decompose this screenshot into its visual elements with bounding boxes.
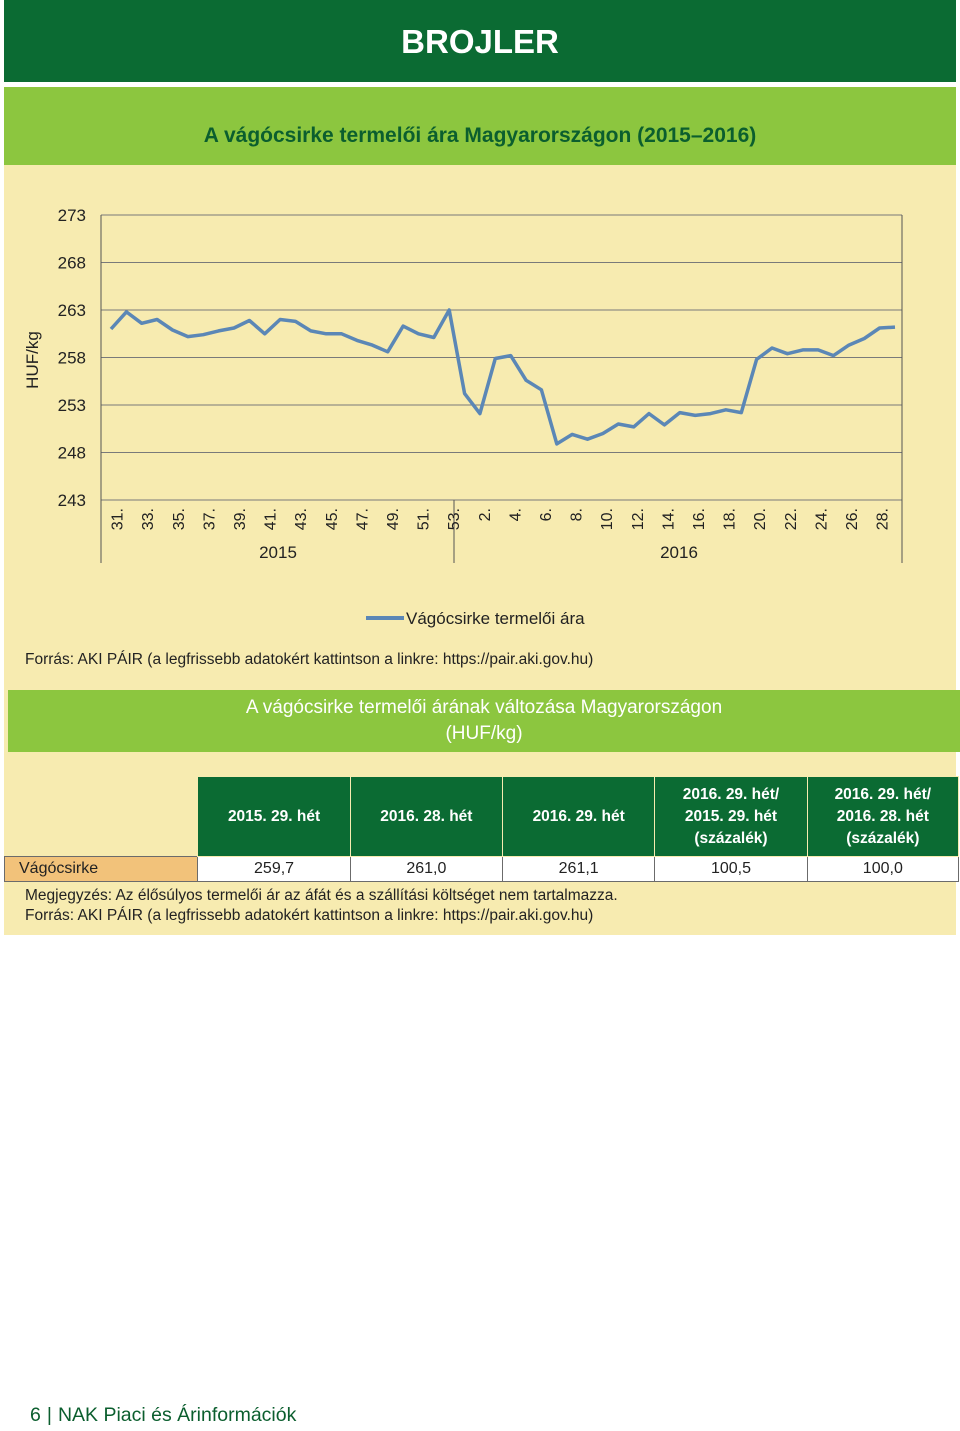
x-tick-label: 47. [354,508,371,530]
header-pct-wow-line2: 2016. 28. hét [836,807,929,825]
x-tick-label: 45. [324,508,341,530]
x-tick-label: 20. [752,508,769,530]
y-tick-label: 248 [58,444,86,463]
row-label: Vágócsirke [3,856,199,882]
year-label: 2016 [660,543,698,562]
page-footer: 6 | NAK Piaci és Árinformációk [30,1404,296,1427]
x-tick-label: 6. [538,508,555,521]
y-tick-label: 263 [58,301,86,320]
table-note: Megjegyzés: Az élősúlyos termelői ár az … [25,887,618,904]
x-tick-label: 35. [171,508,188,530]
x-tick-label: 31. [110,508,127,530]
price-change-table: 2015. 29. hét 2016. 28. hét 2016. 29. hé… [3,776,960,882]
x-tick-label: 16. [691,508,708,530]
y-tick-label: 258 [58,349,86,368]
x-tick-label: 26. [844,508,861,530]
x-tick-label: 14. [660,508,677,530]
header-pct-wow-line3: (százalék) [846,829,920,847]
x-tick-label: 28. [875,508,892,530]
page-title: BROJLER [401,23,559,60]
x-tick-label: 8. [569,508,586,521]
y-axis-title: HUF/kg [23,331,42,389]
page-number: 6 [30,1404,41,1426]
cell-value: 100,5 [654,856,808,882]
x-tick-label: 43. [293,508,310,530]
chart-header-bar: A vágócsirke termelői ára Magyarországon… [4,87,956,165]
header-pct-yoy-line2: 2015. 29. hét [684,807,778,825]
x-tick-label: 41. [263,508,280,530]
table-corner [5,777,198,857]
header-2016-w29: 2016. 29. hét [502,776,656,857]
series-line [109,308,896,446]
x-tick-label: 2. [477,508,494,521]
x-tick-label: 37. [201,508,218,530]
page-header: BROJLER [4,0,956,82]
cell-value: 259,7 [197,856,351,882]
line-chart: 243 248 253 258 263 268 273 HUF/kg 31. 33. 35. 37. 3… [23,206,903,628]
table-title-bar: A vágócsirke termelői árának változása M… [8,690,960,752]
chart-source: Forrás: AKI PÁIR (a legfrissebb adatokér… [25,651,594,668]
x-tick-label: 39. [232,508,249,530]
header-pct-yoy-line3: (százalék) [694,829,768,847]
content-panel: 243 248 253 258 263 268 273 HUF/kg 31. 33. 35. 37. 3… [3,165,960,935]
x-tick-label: 12. [630,508,647,530]
cell-value: 261,0 [349,856,504,882]
x-tick-label: 33. [140,508,157,530]
cell-value: 100,0 [806,856,960,882]
y-tick-label: 268 [58,254,86,273]
x-tick-label: 51. [416,508,433,530]
x-tick-label: 10. [599,508,616,530]
header-2015-w29: 2015. 29. hét [197,776,351,857]
x-tick-label: 4. [507,508,524,521]
publication-name: NAK Piaci és Árinformációk [57,1404,297,1426]
header-pct-yoy: 2016. 29. hét/ 2015. 29. hét (százalék) [654,776,808,857]
chart-title: A vágócsirke termelői ára Magyarországon… [203,124,757,147]
table-title-line1: A vágócsirke termelői árának változása M… [245,697,723,718]
x-tick-label: 53. [446,508,463,530]
table-source: Forrás: AKI PÁIR (a legfrissebb adatokér… [25,907,594,924]
header-pct-yoy-line1: 2016. 29. hét/ [682,785,780,803]
table-row: Vágócsirke 259,7 261,0 261,1 100,5 100,0 [3,856,960,882]
x-tick-label: 22. [783,508,800,530]
header-pct-wow: 2016. 29. hét/ 2016. 28. hét (százalék) [806,776,960,857]
x-tick-label: 24. [813,508,830,530]
table-title-line2: (HUF/kg) [445,723,523,744]
y-tick-label: 253 [58,396,86,415]
header-2016-w28: 2016. 28. hét [349,776,504,857]
legend-label: Vágócsirke termelői ára [406,609,585,628]
y-tick-label: 243 [58,491,86,510]
y-tick-label: 273 [58,206,86,225]
cell-value: 261,1 [502,856,656,882]
x-tick-label: 49. [385,508,402,530]
footer-separator: | [46,1404,52,1426]
year-label: 2015 [259,543,297,562]
x-tick-label: 18. [722,508,739,530]
header-pct-wow-line1: 2016. 29. hét/ [834,785,932,803]
